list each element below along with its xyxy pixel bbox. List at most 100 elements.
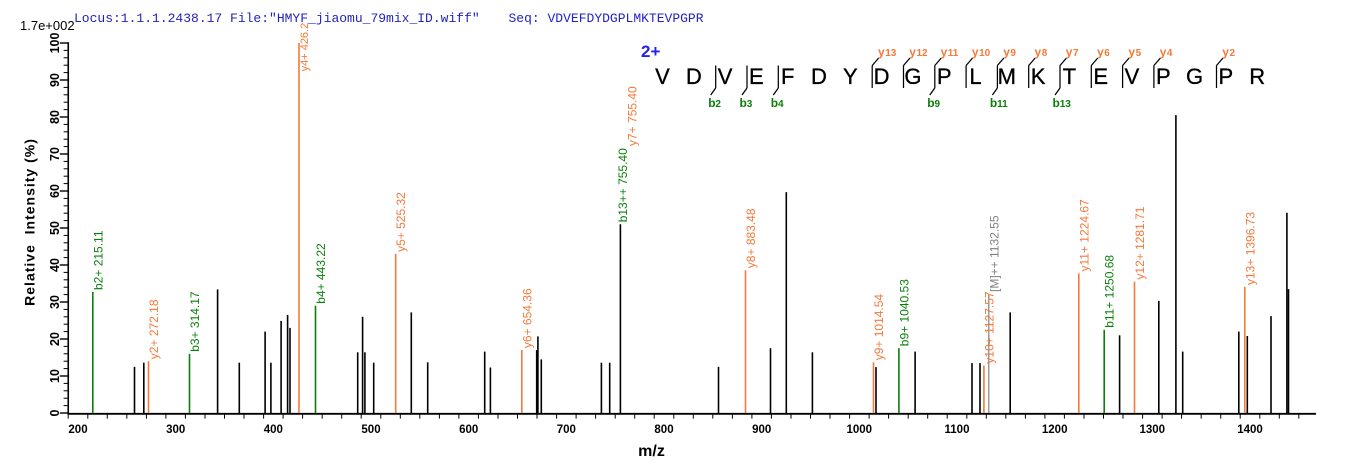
- svg-text:[M]++ 1132.55: [M]++ 1132.55: [987, 215, 1001, 292]
- svg-text:90: 90: [48, 73, 62, 87]
- svg-text:y: y: [1097, 45, 1104, 59]
- svg-text:b: b: [990, 96, 997, 110]
- svg-text:800: 800: [654, 424, 673, 436]
- svg-text:M: M: [998, 64, 1016, 89]
- svg-text:G: G: [904, 64, 921, 89]
- svg-text:5: 5: [1136, 48, 1142, 59]
- svg-text:y: y: [1128, 45, 1135, 59]
- svg-text:600: 600: [459, 424, 478, 436]
- svg-text:y: y: [1222, 45, 1229, 59]
- svg-text:2+: 2+: [641, 42, 660, 61]
- svg-text:2: 2: [1230, 48, 1236, 59]
- svg-text:50: 50: [48, 221, 62, 235]
- svg-text:12: 12: [917, 48, 929, 59]
- svg-text:y8+ 883.48: y8+ 883.48: [744, 208, 758, 268]
- svg-text:E: E: [749, 64, 764, 89]
- svg-text:300: 300: [166, 424, 185, 436]
- svg-text:y9+ 1014.54: y9+ 1014.54: [872, 294, 886, 361]
- svg-text:D: D: [874, 64, 890, 89]
- svg-text:L: L: [969, 64, 981, 89]
- svg-text:9: 9: [935, 99, 941, 110]
- svg-text:E: E: [1093, 64, 1108, 89]
- svg-text:y: y: [878, 45, 885, 59]
- svg-text:1100: 1100: [945, 424, 970, 436]
- svg-text:K: K: [1031, 64, 1046, 89]
- svg-text:1300: 1300: [1140, 424, 1166, 436]
- svg-text:y: y: [1160, 45, 1167, 59]
- svg-text:b13++ 755.40: b13++ 755.40: [616, 148, 630, 222]
- svg-text:b: b: [771, 96, 778, 110]
- svg-text:P: P: [937, 64, 952, 89]
- svg-text:y: y: [909, 45, 916, 59]
- svg-text:8: 8: [1042, 48, 1048, 59]
- svg-text:Seq: VDVEFDYDGPLMKTEVPGPR: Seq: VDVEFDYDGPLMKTEVPGPR: [509, 11, 704, 26]
- svg-text:y12+ 1281.71: y12+ 1281.71: [1133, 206, 1147, 279]
- svg-text:40: 40: [48, 258, 62, 272]
- svg-text:11: 11: [997, 99, 1008, 110]
- svg-text:1000: 1000: [847, 424, 873, 436]
- svg-text:P: P: [1156, 64, 1171, 89]
- svg-text:10: 10: [979, 48, 991, 59]
- svg-text:y6+ 654.36: y6+ 654.36: [520, 288, 534, 348]
- svg-text:0: 0: [48, 409, 62, 416]
- svg-text:200: 200: [68, 424, 87, 436]
- svg-text:4: 4: [1167, 48, 1173, 59]
- svg-text:D: D: [811, 64, 827, 89]
- svg-text:13: 13: [1060, 99, 1072, 110]
- svg-text:y: y: [1066, 45, 1073, 59]
- svg-text:V: V: [655, 64, 670, 89]
- svg-text:6: 6: [1104, 48, 1110, 59]
- svg-text:7: 7: [1073, 48, 1079, 59]
- svg-text:30: 30: [48, 295, 62, 309]
- svg-text:9: 9: [1010, 48, 1016, 59]
- svg-text:11: 11: [948, 48, 959, 59]
- svg-text:R: R: [1249, 64, 1265, 89]
- svg-text:2: 2: [715, 99, 721, 110]
- svg-text:P: P: [1219, 64, 1234, 89]
- svg-text:b2+ 215.11: b2+ 215.11: [91, 230, 105, 290]
- svg-text:y4+ 426.2: y4+ 426.2: [299, 23, 311, 72]
- svg-text:y: y: [1003, 45, 1010, 59]
- svg-text:4: 4: [778, 99, 784, 110]
- svg-text:13: 13: [885, 48, 897, 59]
- svg-text:y: y: [972, 45, 979, 59]
- svg-text:1.7e+002: 1.7e+002: [20, 18, 75, 33]
- svg-text:b: b: [927, 96, 934, 110]
- svg-text:10: 10: [48, 369, 62, 383]
- svg-text:3: 3: [747, 99, 753, 110]
- svg-text:y7+ 755.40: y7+ 755.40: [625, 86, 639, 146]
- svg-text:Locus:1.1.1.2438.17 File:"HMYF: Locus:1.1.1.2438.17 File:"HMYF_jiaomu_79…: [74, 11, 480, 26]
- svg-text:y: y: [1035, 45, 1042, 59]
- svg-text:b4+ 443.22: b4+ 443.22: [314, 243, 328, 304]
- svg-text:y10+ 1127.57: y10+ 1127.57: [982, 291, 996, 364]
- svg-text:b: b: [708, 96, 715, 110]
- svg-text:D: D: [686, 64, 702, 89]
- svg-text:b: b: [1053, 96, 1060, 110]
- svg-text:G: G: [1186, 64, 1203, 89]
- svg-text:V: V: [718, 64, 733, 89]
- svg-text:y2+ 272.18: y2+ 272.18: [147, 299, 161, 359]
- svg-text:b: b: [740, 96, 747, 110]
- svg-text:1400: 1400: [1237, 424, 1263, 436]
- svg-text:b11+ 1250.68: b11+ 1250.68: [1103, 255, 1117, 328]
- svg-text:60: 60: [48, 184, 62, 198]
- svg-text:80: 80: [48, 110, 62, 124]
- svg-text:y: y: [941, 45, 948, 59]
- svg-text:900: 900: [752, 424, 771, 436]
- svg-text:400: 400: [264, 424, 283, 436]
- svg-text:T: T: [1063, 64, 1076, 89]
- svg-text:F: F: [781, 64, 794, 89]
- svg-text:b3+ 314.17: b3+ 314.17: [188, 291, 202, 352]
- svg-text:m/z: m/z: [638, 443, 665, 460]
- svg-text:V: V: [1125, 64, 1140, 89]
- svg-text:20: 20: [48, 332, 62, 346]
- svg-text:y5+ 525.32: y5+ 525.32: [394, 192, 408, 252]
- svg-text:Relative Intensity (%): Relative Intensity (%): [22, 138, 38, 306]
- svg-text:b9+ 1040.53: b9+ 1040.53: [897, 279, 911, 346]
- svg-text:70: 70: [48, 147, 62, 161]
- svg-text:700: 700: [557, 424, 576, 436]
- svg-text:y13+ 1396.73: y13+ 1396.73: [1243, 212, 1257, 285]
- svg-text:100: 100: [48, 33, 62, 54]
- svg-text:y11+ 1224.67: y11+ 1224.67: [1077, 199, 1091, 272]
- svg-text:500: 500: [361, 424, 380, 436]
